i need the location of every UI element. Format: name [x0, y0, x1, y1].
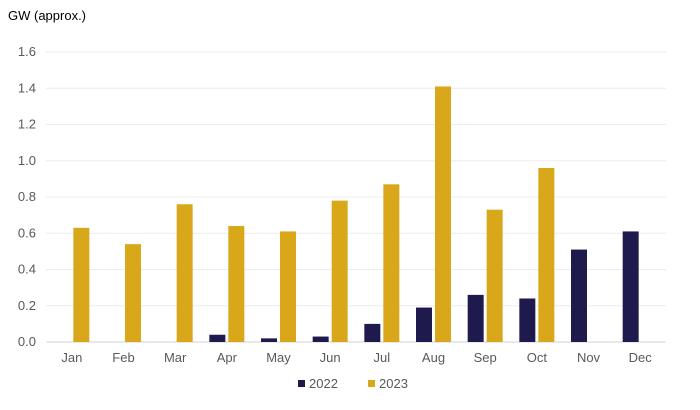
bar-2023-feb: [125, 244, 141, 342]
bar-2023-may: [280, 231, 296, 342]
bar-2023-jan: [73, 227, 90, 342]
y-tick-label: 0.8: [18, 189, 36, 204]
x-tick-label: Feb: [112, 350, 134, 365]
legend-label-2023: 2023: [379, 376, 408, 391]
x-tick-label: Jan: [61, 350, 82, 365]
x-tick-label: Dec: [629, 350, 653, 365]
x-tick-label: Sep: [474, 350, 497, 365]
bar-2022-apr: [209, 334, 226, 342]
y-tick-label: 0.2: [18, 298, 36, 313]
bar-2023-jun: [331, 200, 348, 342]
y-axis-label: GW (approx.): [8, 8, 86, 23]
legend-swatch-2023: [368, 380, 375, 387]
bars: [73, 86, 639, 342]
legend-swatch-2022: [298, 380, 305, 387]
y-tick-label: 1.4: [18, 80, 36, 95]
legend: 2022 2023: [298, 376, 408, 391]
bar-2023-mar: [176, 204, 193, 342]
bar-2023-sep: [486, 209, 503, 342]
x-tick-label: Jun: [320, 350, 341, 365]
bar-2023-oct: [538, 168, 555, 342]
legend-label-2022: 2022: [309, 376, 338, 391]
grid-lines: [46, 51, 666, 343]
x-tick-label: Nov: [577, 350, 601, 365]
y-tick-label: 1.0: [18, 153, 36, 168]
bar-2022-dec: [622, 231, 639, 342]
bar-2022-jun: [312, 336, 329, 342]
bar-2023-aug: [435, 86, 451, 342]
x-tick-label: Jul: [374, 350, 391, 365]
x-tick-label: Aug: [422, 350, 445, 365]
y-tick-label: 0.4: [18, 262, 36, 277]
y-tick-label: 1.6: [18, 44, 36, 59]
bar-2022-oct: [519, 298, 536, 342]
y-tick-labels: 0.0 0.2 0.4 0.6 0.8 1.0 1.2 1.4 1.6: [18, 44, 36, 349]
x-tick-label: May: [266, 350, 291, 365]
bar-2022-aug: [416, 307, 432, 342]
bar-2023-apr: [228, 226, 245, 342]
x-tick-label: Apr: [217, 350, 238, 365]
bar-2022-may: [261, 338, 277, 342]
bar-2023-jul: [383, 184, 400, 342]
x-tick-labels: Jan Feb Mar Apr May Jun Jul Aug Sep Oct Nov Dec: [61, 350, 652, 365]
bar-2022-jul: [364, 323, 381, 342]
y-tick-label: 0.6: [18, 225, 36, 240]
y-tick-label: 0.0: [18, 334, 36, 349]
bar-2022-nov: [571, 249, 587, 342]
x-tick-label: Mar: [164, 350, 187, 365]
x-tick-label: Oct: [527, 350, 548, 365]
y-tick-label: 1.2: [18, 117, 36, 132]
bar-2022-sep: [467, 294, 484, 342]
